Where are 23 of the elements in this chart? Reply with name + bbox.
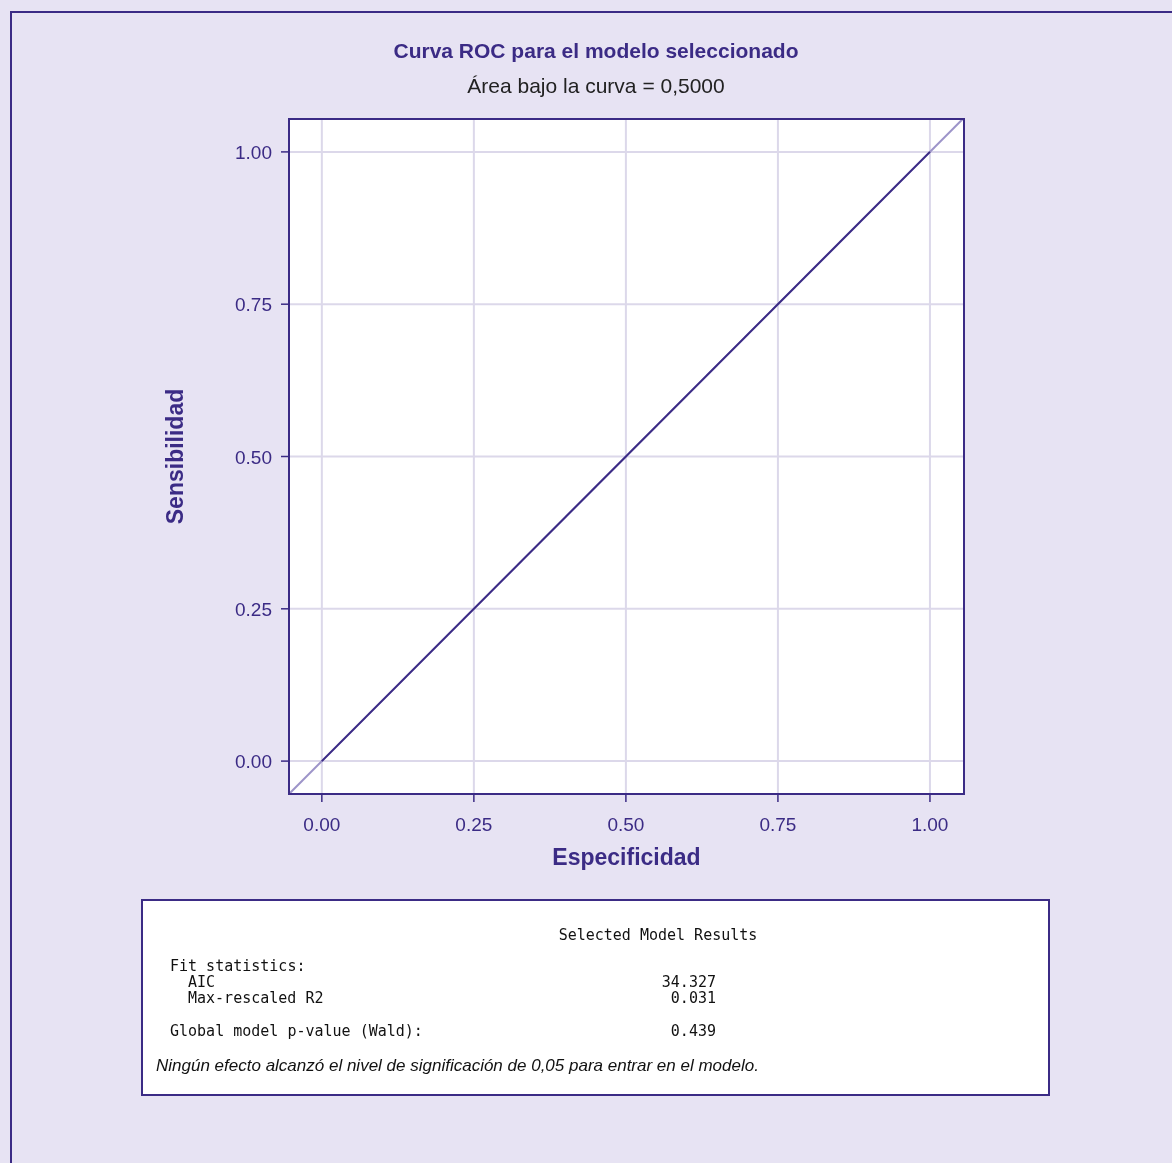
chart-title: Curva ROC para el modelo seleccionado <box>393 39 799 62</box>
y-axis-title: Sensibilidad <box>162 388 188 525</box>
x-tick-label: 0.75 <box>759 814 797 835</box>
text: Selected Model Results <box>558 926 758 944</box>
y-tick-label: 0.50 <box>235 446 272 468</box>
chart-subtitle: Área bajo la curva = 0,5000 <box>467 74 725 97</box>
y-tick-label: 1.00 <box>235 141 272 163</box>
x-axis-title: Especificidad <box>552 844 701 870</box>
y-tick-label: 0.25 <box>235 598 272 620</box>
text: Global model p-value (Wald): <box>170 1022 423 1040</box>
x-tick-label: 0.25 <box>455 814 493 835</box>
text: AIC <box>188 973 216 991</box>
text: 0.439 <box>670 1022 716 1040</box>
x-tick-label: 1.00 <box>911 814 949 835</box>
text: Ningún efecto alcanzó el nivel de significación de 0,05 para entrar en el modelo. <box>156 1056 759 1075</box>
x-tick-label: 0.00 <box>303 814 341 835</box>
y-tick-label: 0.75 <box>235 294 272 316</box>
text: Max-rescaled R2 <box>188 989 324 1007</box>
text: 34.327 <box>661 973 716 991</box>
text: Fit statistics: <box>170 957 306 975</box>
x-tick-label: 0.50 <box>607 814 645 835</box>
text: 0.031 <box>670 989 716 1007</box>
y-tick-label: 0.00 <box>235 751 272 773</box>
